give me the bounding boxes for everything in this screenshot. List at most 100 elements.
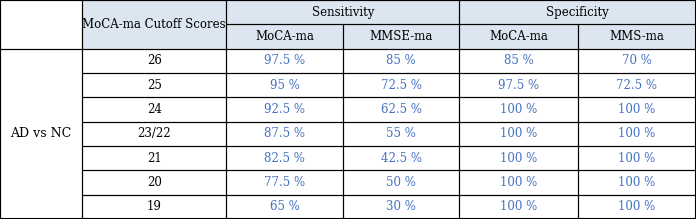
Text: Sensitivity: Sensitivity (312, 6, 374, 19)
Bar (578, 49, 696, 73)
Text: 55 %: 55 % (386, 127, 416, 140)
Text: 100 %: 100 % (618, 176, 656, 189)
Bar (578, 170, 696, 195)
Text: 100 %: 100 % (500, 103, 537, 116)
Text: 92.5 %: 92.5 % (264, 103, 305, 116)
Text: 97.5 %: 97.5 % (498, 79, 539, 92)
Text: 100 %: 100 % (618, 152, 656, 165)
Bar (578, 195, 696, 219)
Bar (459, 195, 578, 219)
Bar (459, 97, 578, 122)
Bar (343, 24, 459, 49)
Text: 70 %: 70 % (622, 54, 651, 67)
Bar (459, 170, 578, 195)
Text: 77.5 %: 77.5 % (264, 176, 306, 189)
Bar (578, 195, 696, 219)
Bar (82, 122, 226, 146)
Bar (226, 170, 343, 195)
Bar (459, 0, 696, 24)
Bar (82, 73, 226, 97)
Text: 100 %: 100 % (618, 127, 656, 140)
Bar (459, 24, 578, 49)
Text: MoCA-ma Cutoff Scores: MoCA-ma Cutoff Scores (82, 18, 226, 31)
Bar (226, 24, 343, 49)
Text: 100 %: 100 % (618, 103, 656, 116)
Bar (459, 49, 578, 73)
Bar (226, 122, 343, 146)
Bar (459, 122, 578, 146)
Bar (226, 146, 343, 170)
Text: Specificity: Specificity (546, 6, 609, 19)
Bar (82, 122, 226, 146)
Bar (82, 146, 226, 170)
Bar (226, 0, 459, 24)
Bar (82, 146, 226, 170)
Bar (0, 0, 82, 49)
Text: 100 %: 100 % (500, 200, 537, 213)
Text: 21: 21 (147, 152, 161, 165)
Bar (343, 170, 459, 195)
Text: 95 %: 95 % (270, 79, 299, 92)
Text: MoCA-ma: MoCA-ma (489, 30, 548, 43)
Bar (578, 122, 696, 146)
Bar (343, 49, 459, 73)
Bar (226, 195, 343, 219)
Text: 50 %: 50 % (386, 176, 416, 189)
Text: MoCA-ma: MoCA-ma (255, 30, 314, 43)
Bar (0, 0, 82, 49)
Bar (226, 24, 343, 49)
Bar (343, 73, 459, 97)
Text: 100 %: 100 % (500, 127, 537, 140)
Bar (459, 24, 578, 49)
Bar (578, 73, 696, 97)
Bar (343, 24, 459, 49)
Bar (343, 195, 459, 219)
Bar (82, 49, 226, 73)
Text: 23/22: 23/22 (137, 127, 171, 140)
Bar (343, 97, 459, 122)
Text: 85 %: 85 % (504, 54, 533, 67)
Bar (82, 0, 226, 49)
Text: 85 %: 85 % (386, 54, 416, 67)
Bar (226, 73, 343, 97)
Text: AD vs NC: AD vs NC (10, 127, 72, 140)
Bar (82, 170, 226, 195)
Bar (578, 170, 696, 195)
Text: 62.5 %: 62.5 % (381, 103, 422, 116)
Text: 42.5 %: 42.5 % (381, 152, 422, 165)
Bar (578, 122, 696, 146)
Bar (82, 195, 226, 219)
Bar (343, 49, 459, 73)
Bar (82, 195, 226, 219)
Text: 30 %: 30 % (386, 200, 416, 213)
Bar (343, 146, 459, 170)
Bar (0, 49, 82, 219)
Text: 24: 24 (147, 103, 161, 116)
Bar (459, 0, 696, 24)
Bar (578, 146, 696, 170)
Bar (459, 170, 578, 195)
Bar (459, 146, 578, 170)
Bar (226, 122, 343, 146)
Text: 100 %: 100 % (618, 200, 656, 213)
Bar (343, 170, 459, 195)
Bar (226, 170, 343, 195)
Bar (82, 97, 226, 122)
Bar (459, 146, 578, 170)
Bar (343, 122, 459, 146)
Bar (226, 0, 459, 24)
Bar (578, 24, 696, 49)
Text: 82.5 %: 82.5 % (264, 152, 305, 165)
Bar (578, 97, 696, 122)
Text: 100 %: 100 % (500, 176, 537, 189)
Bar (459, 122, 578, 146)
Bar (226, 49, 343, 73)
Bar (226, 97, 343, 122)
Bar (0, 49, 82, 219)
Bar (578, 97, 696, 122)
Text: 100 %: 100 % (500, 152, 537, 165)
Bar (459, 195, 578, 219)
Bar (459, 49, 578, 73)
Bar (226, 146, 343, 170)
Bar (82, 0, 226, 49)
